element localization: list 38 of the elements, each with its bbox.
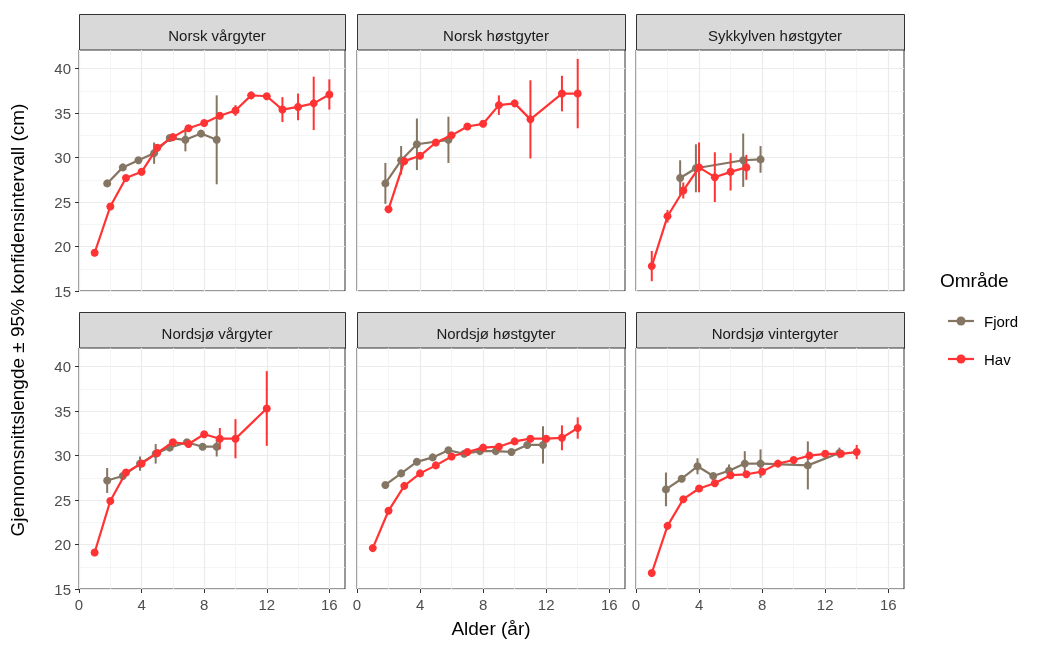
y-tick-label: 15 bbox=[54, 580, 71, 598]
x-tick-label: 16 bbox=[600, 596, 618, 613]
y-tick-label: 15 bbox=[54, 282, 71, 300]
x-axis-title: Alder (år) bbox=[451, 618, 531, 639]
chart-title: Sykkylven høstgyter bbox=[707, 27, 843, 44]
x-tick-label: 0 bbox=[74, 596, 84, 613]
legend-label: Fjord bbox=[984, 312, 1019, 330]
chart-title: Nordsjø vårgyter bbox=[161, 325, 273, 342]
y-tick-label: 20 bbox=[54, 536, 71, 554]
x-tick-label: 0 bbox=[352, 596, 362, 613]
chart-title: Nordsjø vintergyter bbox=[711, 325, 839, 342]
y-tick-label: 40 bbox=[54, 358, 71, 376]
x-tick-label: 16 bbox=[879, 596, 897, 613]
y-tick-label: 40 bbox=[54, 60, 71, 78]
y-tick-label: 30 bbox=[54, 149, 71, 167]
chart-title: Norsk høstgyter bbox=[443, 27, 549, 44]
y-tick-label: 30 bbox=[54, 447, 71, 465]
x-tick-label: 16 bbox=[321, 596, 338, 613]
x-tick-label: 8 bbox=[478, 596, 488, 613]
chart-title: Norsk vårgyter bbox=[168, 27, 266, 44]
x-tick-label: 8 bbox=[200, 596, 209, 613]
x-tick-label: 0 bbox=[631, 596, 641, 613]
y-tick-label: 35 bbox=[54, 104, 71, 122]
y-tick-label: 20 bbox=[54, 238, 71, 256]
x-tick-label: 12 bbox=[258, 596, 276, 613]
y-tick-label: 35 bbox=[54, 402, 71, 420]
y-tick-label: 25 bbox=[54, 193, 71, 211]
legend-title: Område bbox=[940, 270, 1010, 292]
y-tick-label: 25 bbox=[54, 491, 71, 509]
x-tick-label: 4 bbox=[415, 596, 425, 613]
x-tick-label: 8 bbox=[757, 596, 767, 613]
x-tick-label: 4 bbox=[137, 596, 146, 613]
x-tick-label: 12 bbox=[816, 596, 834, 613]
x-tick-label: 4 bbox=[694, 596, 704, 613]
legend-label: Hav bbox=[984, 350, 1011, 368]
x-tick-label: 12 bbox=[537, 596, 555, 613]
chart-title: Nordsjø høstgyter bbox=[436, 325, 556, 342]
y-axis-title: Gjennomsnittslengde ± 95% konfidensintervall (cm) bbox=[7, 103, 29, 537]
